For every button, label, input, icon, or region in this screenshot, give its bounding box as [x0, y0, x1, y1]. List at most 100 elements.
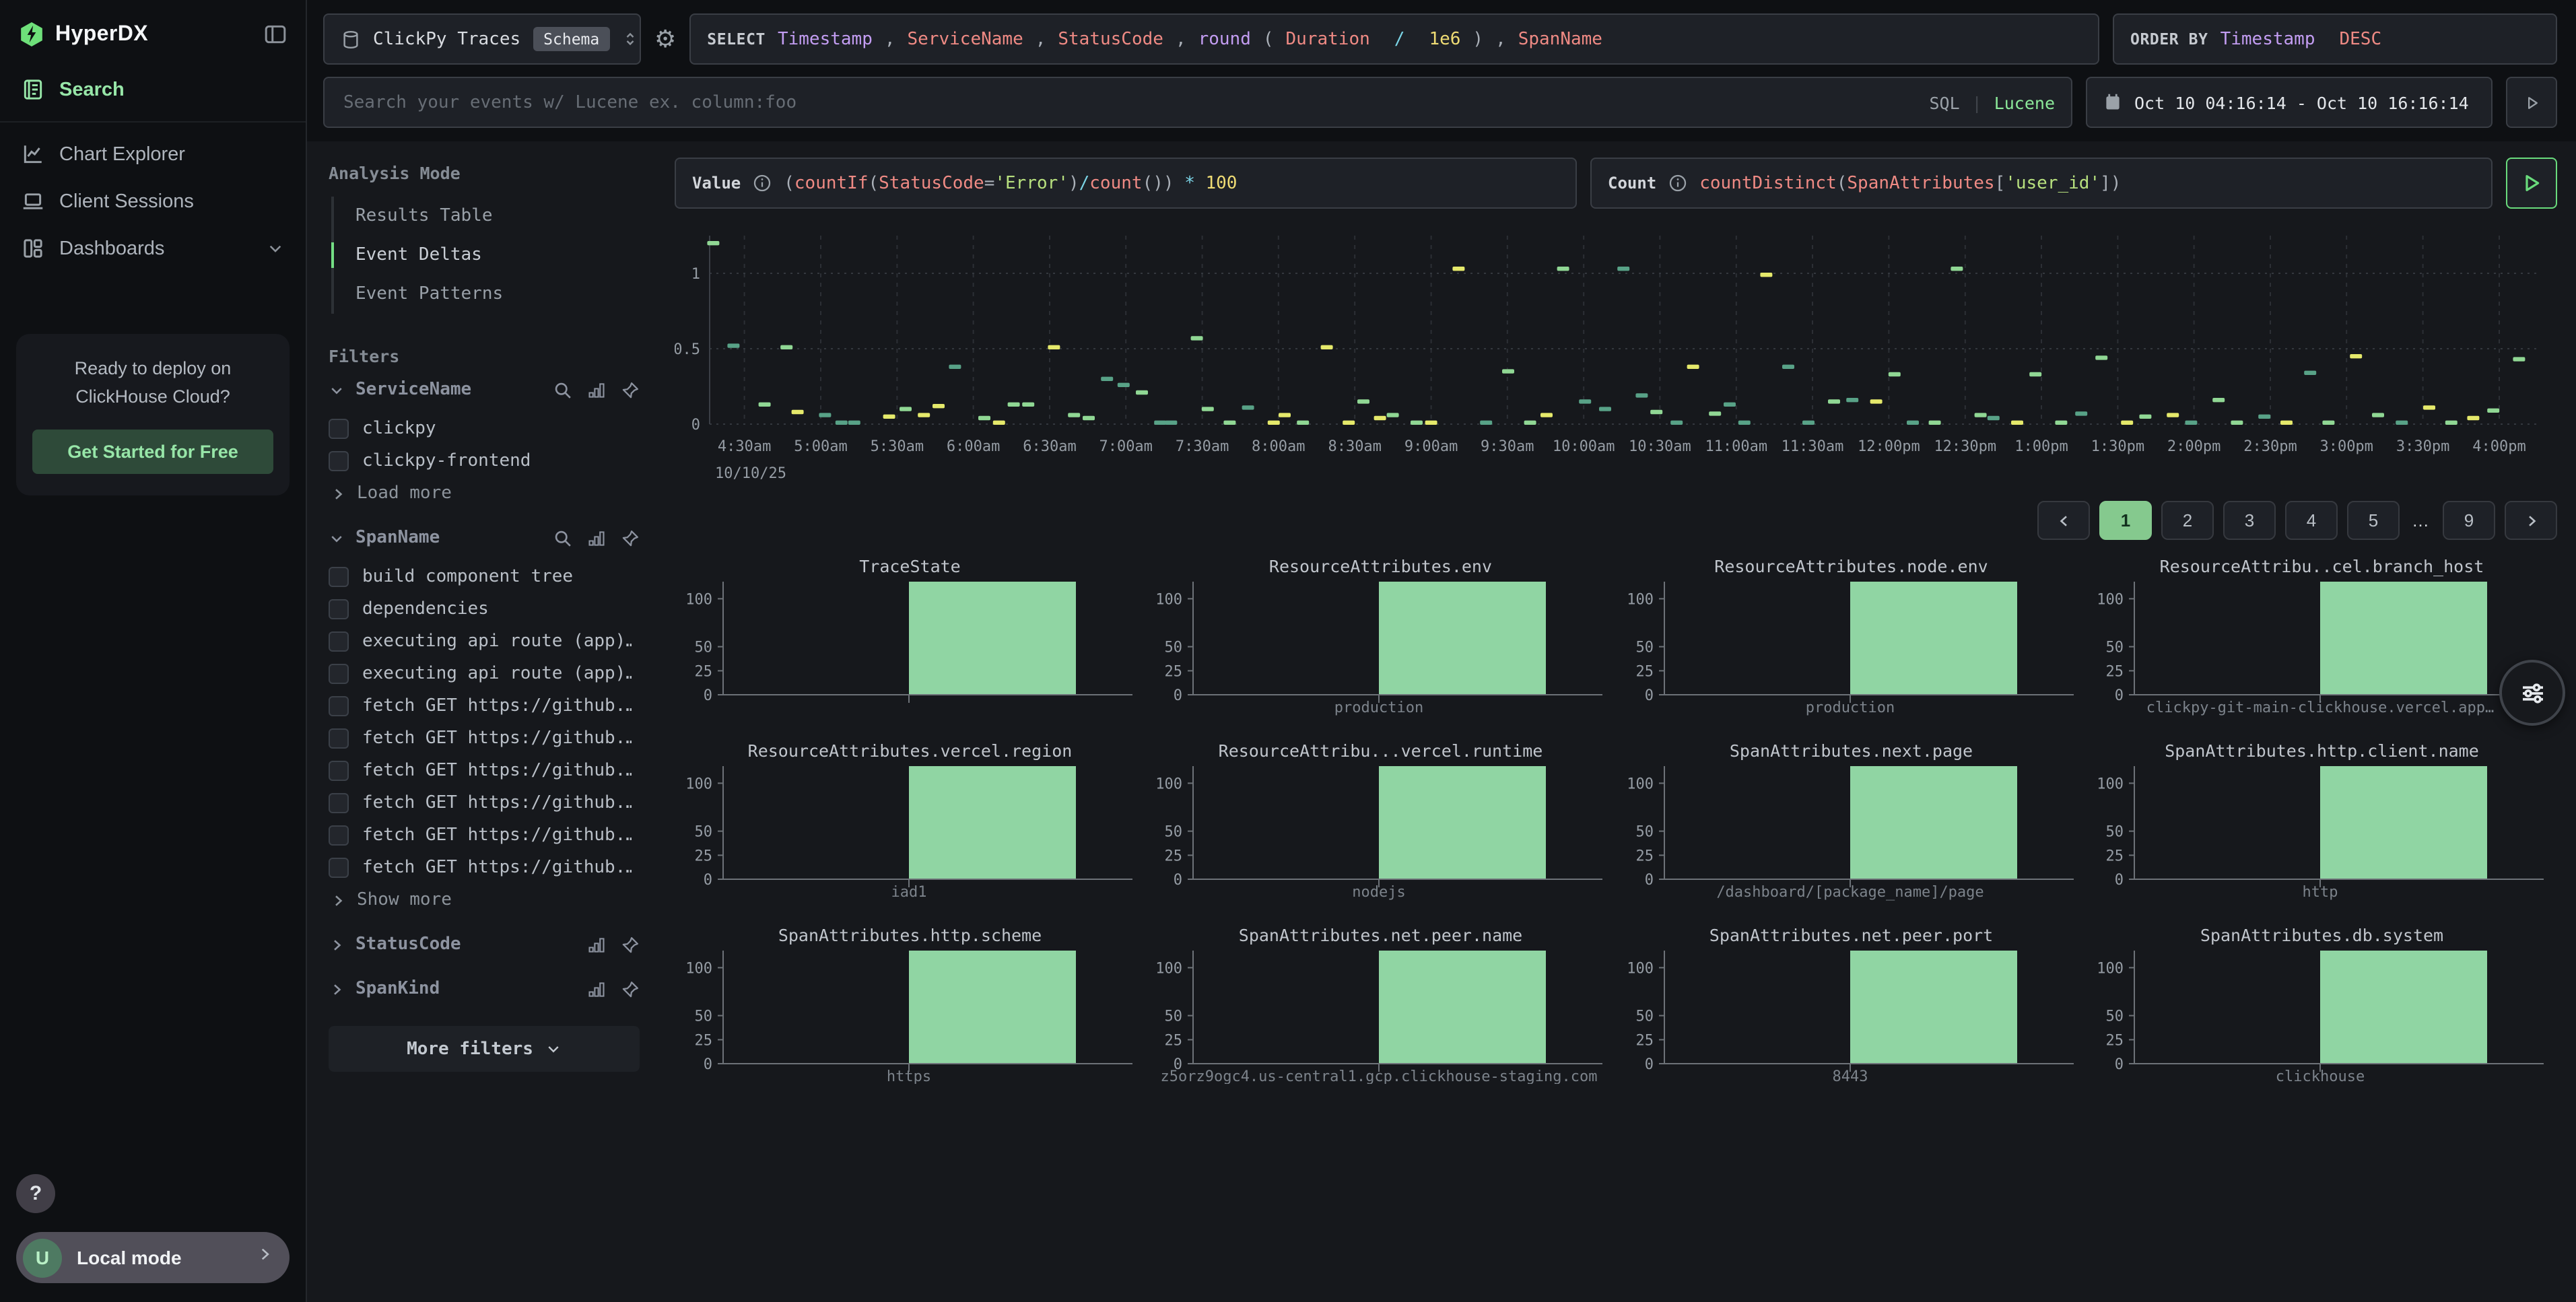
filter-option[interactable]: build component tree: [329, 560, 640, 592]
pagination-page-9[interactable]: 9: [2443, 501, 2495, 540]
sidebar-item-search[interactable]: Search: [0, 66, 306, 113]
source-select[interactable]: ClickPy Traces Schema: [323, 13, 641, 65]
filter-option[interactable]: fetch GET https://github.…: [329, 722, 640, 754]
count-expression-input[interactable]: Count countDistinct(SpanAttributes['user…: [1590, 158, 2493, 209]
filter-group-header-spankind[interactable]: SpanKind: [329, 979, 640, 999]
select-expression-input[interactable]: SELECT Timestamp, ServiceName, StatusCod…: [689, 13, 2099, 65]
pagination-page-1[interactable]: 1: [2099, 501, 2152, 540]
sql-mode-toggle[interactable]: SQL: [1929, 92, 1960, 112]
svg-text:9:30am: 9:30am: [1481, 438, 1534, 455]
count-label: Count: [1608, 174, 1657, 193]
filter-group-name: ServiceName: [355, 380, 472, 400]
filter-option[interactable]: fetch GET https://github.…: [329, 851, 640, 883]
info-icon: [1668, 174, 1687, 193]
mini-chart-title: SpanAttributes.next.page: [1729, 741, 1973, 761]
checkbox[interactable]: [329, 450, 349, 471]
expression-row: Value (countIf(StatusCode='Error')/count…: [675, 158, 2557, 209]
checkbox[interactable]: [329, 663, 349, 683]
mini-bar-chart: 100 50 25 0: [685, 582, 1132, 704]
svg-text:1:30pm: 1:30pm: [2091, 438, 2144, 455]
svg-text:100: 100: [1156, 591, 1183, 608]
checkbox[interactable]: [329, 566, 349, 586]
pin-icon[interactable]: [621, 528, 640, 547]
date-range-picker[interactable]: Oct 10 04:16:14 - Oct 10 16:16:14: [2086, 77, 2493, 128]
get-started-button[interactable]: Get Started for Free: [32, 429, 273, 474]
schema-badge[interactable]: Schema: [533, 27, 611, 51]
search-input[interactable]: [341, 91, 1918, 114]
sidebar-item-dashboards[interactable]: Dashboards: [0, 225, 306, 272]
value-expression-input[interactable]: Value (countIf(StatusCode='Error')/count…: [675, 158, 1577, 209]
pagination-page-4[interactable]: 4: [2285, 501, 2338, 540]
more-filters-button[interactable]: More filters: [329, 1026, 640, 1072]
load-more-link[interactable]: Load more: [329, 477, 640, 504]
filter-group-header-statuscode[interactable]: StatusCode: [329, 934, 640, 955]
checkbox[interactable]: [329, 760, 349, 780]
analysis-mode-results-table[interactable]: Results Table: [355, 206, 493, 226]
filter-option[interactable]: dependencies: [329, 592, 640, 625]
svg-text:25: 25: [1635, 1032, 1654, 1049]
checkbox[interactable]: [329, 792, 349, 813]
content: Analysis Mode Results Table Event Deltas E…: [307, 141, 2576, 1302]
svg-text:5:00am: 5:00am: [794, 438, 847, 455]
hyperdx-logo-icon: [19, 22, 44, 47]
show-more-link[interactable]: Show more: [329, 883, 640, 910]
mini-chart-title: ResourceAttributes.node.env: [1714, 556, 1988, 576]
filter-group-servicename: ServiceName clickpy clickpy-frontend Load m…: [329, 380, 640, 504]
checkbox[interactable]: [329, 695, 349, 716]
pagination-next-button[interactable]: [2505, 501, 2557, 540]
analysis-mode-event-patterns[interactable]: Event Patterns: [355, 284, 504, 304]
sidebar-collapse-icon[interactable]: [264, 23, 287, 46]
svg-text:0: 0: [2115, 872, 2124, 889]
search-icon[interactable]: [553, 528, 572, 547]
sidebar-item-client-sessions[interactable]: Client Sessions: [0, 178, 306, 225]
run-chart-button[interactable]: [2506, 158, 2557, 209]
svg-text:6:30am: 6:30am: [1023, 438, 1076, 455]
checkbox[interactable]: [329, 825, 349, 845]
bar-chart-icon[interactable]: [587, 528, 606, 547]
pin-icon[interactable]: [621, 935, 640, 954]
pagination-page-3[interactable]: 3: [2223, 501, 2276, 540]
filter-option[interactable]: fetch GET https://github.…: [329, 689, 640, 722]
filter-group-header-servicename[interactable]: ServiceName: [329, 380, 640, 400]
local-mode-button[interactable]: U Local mode: [16, 1232, 290, 1283]
filter-option[interactable]: fetch GET https://github.…: [329, 786, 640, 819]
filter-option-label: fetch GET https://github.…: [362, 695, 632, 716]
checkbox[interactable]: [329, 418, 349, 438]
pin-icon[interactable]: [621, 980, 640, 998]
mini-chart-title: ResourceAttributes.env: [1268, 556, 1493, 576]
mini-chart-title: ResourceAttribu..cel.branch_host: [2159, 556, 2484, 576]
filter-option[interactable]: fetch GET https://github.…: [329, 754, 640, 786]
pin-icon[interactable]: [621, 380, 640, 399]
filter-option[interactable]: executing api route (app)…: [329, 625, 640, 657]
search-icon[interactable]: [553, 380, 572, 399]
lucene-mode-toggle[interactable]: Lucene: [1994, 92, 2055, 112]
checkbox[interactable]: [329, 728, 349, 748]
bar-chart-icon[interactable]: [587, 380, 606, 399]
bar-chart-icon[interactable]: [587, 935, 606, 954]
value-expression-text: (countIf(StatusCode='Error')/count()) * …: [784, 173, 1238, 193]
checkbox[interactable]: [329, 631, 349, 651]
svg-text:0.5: 0.5: [675, 341, 700, 358]
orderby-expression-input[interactable]: ORDER BY Timestamp DESC: [2113, 13, 2557, 65]
bar-chart-icon[interactable]: [587, 980, 606, 998]
checkbox[interactable]: [329, 857, 349, 877]
help-button[interactable]: ?: [16, 1174, 55, 1213]
filter-option[interactable]: clickpy-frontend: [329, 444, 640, 477]
filter-option[interactable]: executing api route (app)…: [329, 657, 640, 689]
filter-group-header-spanname[interactable]: SpanName: [329, 528, 640, 548]
pagination-prev-button[interactable]: [2037, 501, 2090, 540]
analysis-mode-event-deltas[interactable]: Event Deltas: [331, 236, 640, 275]
mini-bar-chart: 100 50 25 0 nodejs: [1156, 766, 1603, 901]
run-search-button[interactable]: [2506, 77, 2557, 128]
filter-option[interactable]: clickpy: [329, 412, 640, 444]
filter-option[interactable]: fetch GET https://github.…: [329, 819, 640, 851]
mini-chart-spanattributes-http-scheme: SpanAttributes.http.scheme 100 50 25 0 https: [675, 925, 1145, 1084]
pagination-page-5[interactable]: 5: [2347, 501, 2400, 540]
svg-text:1:00pm: 1:00pm: [2014, 438, 2068, 455]
svg-text:0: 0: [1174, 872, 1182, 889]
sidebar-item-chart-explorer[interactable]: Chart Explorer: [0, 131, 306, 178]
source-settings-gear-icon[interactable]: ⚙: [654, 26, 677, 53]
chart-settings-fab[interactable]: [2499, 660, 2565, 726]
pagination-page-2[interactable]: 2: [2161, 501, 2214, 540]
checkbox[interactable]: [329, 598, 349, 619]
